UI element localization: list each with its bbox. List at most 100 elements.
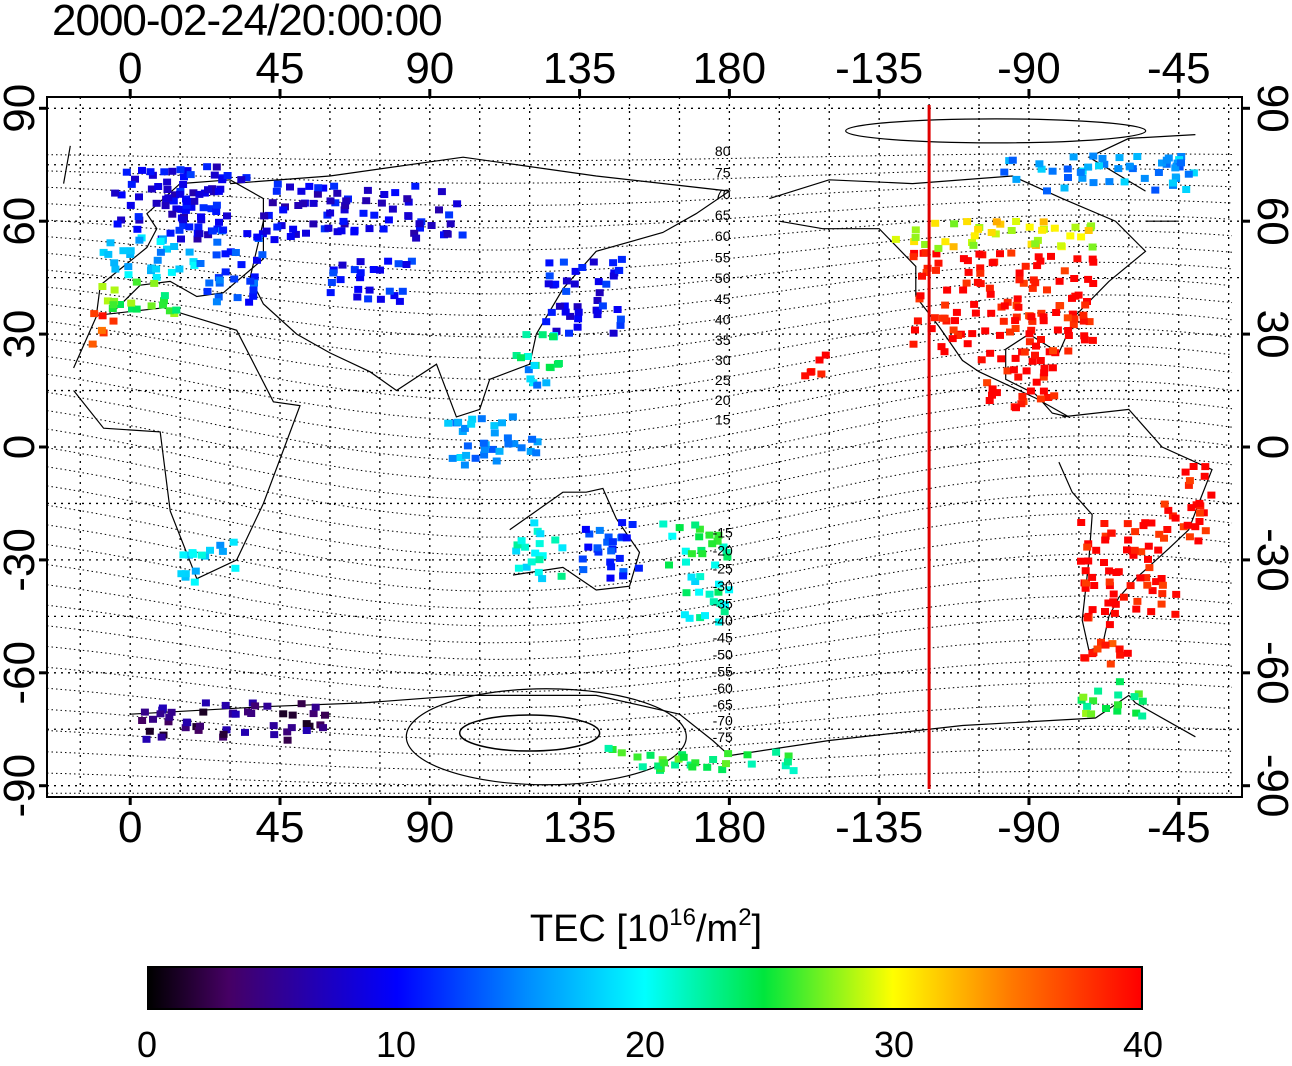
tec-cell	[377, 199, 386, 207]
tec-cell	[212, 298, 221, 306]
tec-cell	[1025, 338, 1034, 346]
tec-cell	[542, 379, 551, 387]
tec-cell	[1006, 328, 1014, 336]
tec-cell	[1079, 693, 1088, 701]
contour-label: 60	[715, 228, 731, 244]
tec-cell	[189, 258, 198, 266]
tec-cell	[1077, 519, 1086, 526]
tec-cell	[1200, 472, 1209, 480]
tec-cell	[1113, 707, 1122, 715]
tec-cell	[921, 249, 930, 257]
tec-cell	[427, 222, 436, 229]
tec-cell	[1074, 291, 1083, 299]
tec-cell	[167, 708, 176, 716]
tec-cell	[283, 736, 292, 744]
tec-cell	[665, 561, 673, 569]
tec-cell	[970, 232, 979, 240]
y-tick-label-right: 90	[1248, 84, 1292, 133]
tec-cell	[1028, 357, 1037, 365]
y-tick-label-right: 30	[1248, 310, 1292, 359]
tec-cell	[716, 600, 725, 607]
tec-cell	[165, 713, 174, 721]
tec-cell	[1007, 227, 1016, 234]
tec-cell	[615, 554, 624, 562]
tec-cell	[490, 422, 499, 430]
tec-cell	[1018, 392, 1027, 400]
tec-cell	[1076, 168, 1085, 176]
tec-cell	[1105, 178, 1114, 186]
tec-cell	[781, 762, 790, 770]
tec-cell	[714, 531, 723, 539]
tec-cell	[527, 558, 536, 566]
tec-cell	[508, 413, 517, 421]
tec-cell	[562, 277, 571, 285]
tec-cell	[619, 572, 628, 580]
y-tick-label-left: 30	[0, 310, 44, 359]
tec-cell	[302, 727, 311, 734]
tec-cell	[1088, 573, 1097, 581]
tec-cell	[1183, 521, 1192, 529]
tec-cell	[1114, 701, 1122, 709]
tec-cell	[1050, 224, 1059, 232]
tec-cell	[402, 261, 411, 268]
tec-cell	[545, 272, 554, 280]
tec-cell	[1039, 218, 1048, 226]
tec-cell	[1134, 690, 1143, 698]
x-tick-mark-bottom	[428, 797, 432, 805]
tec-cell	[1083, 702, 1092, 710]
tec-cell	[1064, 174, 1072, 181]
tec-cell	[542, 318, 551, 326]
tec-cell	[1143, 581, 1152, 589]
tec-cell	[132, 278, 141, 286]
tec-cell	[194, 223, 203, 231]
tec-cell	[1048, 167, 1057, 175]
tec-cell	[147, 302, 156, 310]
tec-cell	[1164, 506, 1173, 514]
tec-cell	[1064, 332, 1073, 339]
tec-cell	[412, 234, 421, 242]
tec-cell	[319, 724, 327, 732]
tec-cell	[163, 245, 171, 253]
tec-cell	[950, 220, 959, 228]
tec-cell	[263, 702, 272, 710]
tec-cell	[179, 222, 188, 230]
tec-cell	[1084, 557, 1093, 565]
tec-cell	[1105, 621, 1114, 629]
tec-cell	[190, 261, 199, 269]
tec-cell	[119, 247, 128, 255]
tec-cell	[221, 268, 230, 276]
tec-cell	[294, 202, 303, 209]
tec-cell	[709, 598, 718, 606]
tec-cell	[1015, 276, 1024, 284]
x-tick-mark-top	[877, 89, 881, 97]
tec-cell	[608, 538, 617, 546]
tec-cell	[113, 220, 122, 228]
tec-cell	[196, 722, 204, 730]
tec-cell	[181, 206, 190, 214]
tec-cell	[183, 167, 192, 175]
x-tick-mark-bottom	[1177, 797, 1181, 805]
tec-cell	[628, 521, 637, 528]
contour-label: -60	[713, 680, 733, 696]
tec-cell	[142, 735, 151, 743]
tec-cell	[593, 306, 602, 314]
tec-cell	[218, 547, 227, 555]
contour-label: -75	[713, 729, 733, 745]
tec-cell	[122, 168, 131, 176]
y-tick-label-left: 60	[0, 197, 44, 246]
contour-north-pole	[845, 118, 1147, 144]
tec-cell	[703, 763, 712, 771]
tec-cell	[1110, 609, 1119, 617]
tec-cell	[725, 586, 734, 594]
tec-cell	[1115, 154, 1124, 162]
tec-cell	[117, 216, 126, 224]
tec-cell	[705, 590, 714, 598]
tec-cell	[106, 239, 115, 247]
tec-cell	[185, 223, 194, 231]
tec-cell	[522, 331, 531, 339]
tec-cell	[404, 212, 413, 220]
y-tick-mark-left	[39, 219, 47, 223]
y-tick-mark-right	[1242, 332, 1250, 336]
tec-cell	[696, 614, 705, 622]
tec-cell	[1138, 712, 1147, 720]
